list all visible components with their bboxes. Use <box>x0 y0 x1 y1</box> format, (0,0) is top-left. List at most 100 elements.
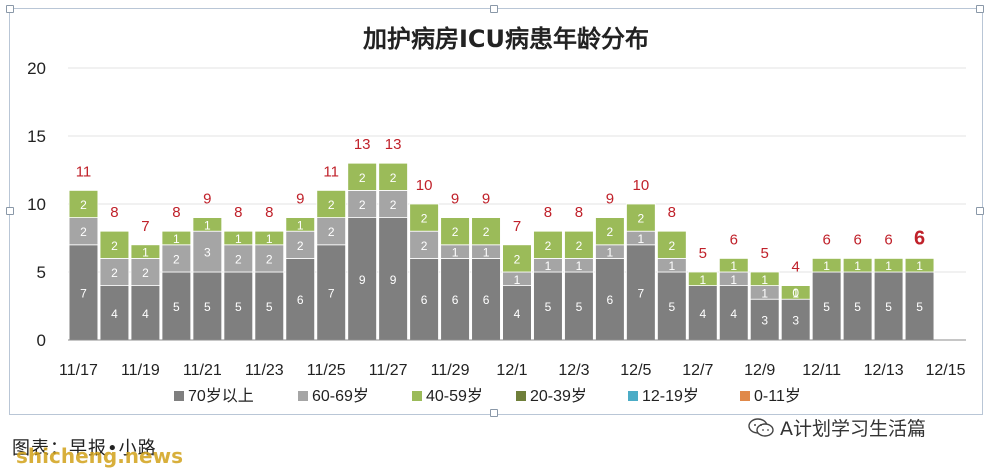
legend-label: 60-69岁 <box>312 387 369 405</box>
data-label: 1 <box>823 259 830 273</box>
resize-handle-corner-tl[interactable] <box>6 5 14 13</box>
bar-segment <box>285 217 316 232</box>
bar-segment <box>316 244 347 341</box>
total-label: 8 <box>575 204 583 221</box>
total-label: 13 <box>354 136 371 153</box>
resize-handle-left[interactable] <box>6 207 14 215</box>
resize-handle-bottom[interactable] <box>490 409 498 417</box>
data-label: 4 <box>699 307 706 321</box>
data-label: 1 <box>761 273 768 287</box>
x-tick-label: 11/29 <box>431 362 470 379</box>
data-label: 2 <box>452 225 459 239</box>
data-label: 1 <box>545 259 552 273</box>
x-tick-label: 12/13 <box>864 362 904 379</box>
resize-handle-top[interactable] <box>490 5 498 13</box>
bar-segment <box>657 230 687 259</box>
data-label: 5 <box>545 300 552 314</box>
x-tick-label: 11/23 <box>245 362 284 379</box>
total-label: 8 <box>265 204 273 221</box>
bar-segment <box>99 230 130 259</box>
bar-segment <box>657 271 687 341</box>
total-label: 6 <box>853 231 861 248</box>
total-label: 9 <box>451 191 459 208</box>
wechat-icon <box>748 417 774 438</box>
data-label: 2 <box>483 225 490 239</box>
bar-segment <box>192 217 223 232</box>
data-label: 2 <box>638 212 645 226</box>
bar-segment <box>626 203 656 232</box>
total-label: 5 <box>761 245 769 262</box>
data-label: 2 <box>421 212 428 226</box>
total-label: 5 <box>699 245 707 262</box>
bar-segment <box>718 285 749 341</box>
total-label: 9 <box>482 191 490 208</box>
data-label: 4 <box>111 307 118 321</box>
data-label: 1 <box>514 273 521 287</box>
data-label: 4 <box>730 307 737 321</box>
bar-segment <box>842 271 873 341</box>
bar-segment <box>254 230 285 246</box>
data-label: 2 <box>359 198 366 212</box>
data-label: 1 <box>699 273 706 287</box>
legend-label: 20-39岁 <box>530 387 587 405</box>
bar-segment <box>161 230 192 246</box>
bar-segment <box>811 271 842 341</box>
bar-segment <box>471 217 501 246</box>
data-label: 9 <box>359 273 366 287</box>
bar-segment <box>502 244 532 273</box>
data-label: 0 <box>792 286 799 300</box>
total-label: 8 <box>110 204 118 221</box>
bar-segment <box>842 257 873 273</box>
data-label: 6 <box>297 293 304 307</box>
bar-segment <box>873 271 904 341</box>
total-label: 11 <box>76 163 92 180</box>
data-label: 2 <box>514 252 521 266</box>
wechat-account-name: A计划学习生活篇 <box>780 418 926 440</box>
bar-segment <box>223 230 254 246</box>
legend-label: 70岁以上 <box>188 387 254 405</box>
legend-swatch <box>516 391 526 401</box>
data-label: 2 <box>80 198 87 212</box>
total-label: 7 <box>141 218 149 235</box>
data-label: 2 <box>111 266 118 280</box>
total-label: 13 <box>385 136 402 153</box>
bar-segment <box>873 257 904 273</box>
chart-title: 加护病房ICU病患年龄分布 <box>363 25 649 53</box>
total-label: 7 <box>513 218 521 235</box>
data-label: 2 <box>328 225 335 239</box>
data-label: 1 <box>297 218 304 232</box>
bar-segment <box>780 285 811 300</box>
data-label: 6 <box>421 293 428 307</box>
y-tick-label: 0 <box>37 331 46 350</box>
bar-segment <box>99 257 130 286</box>
data-label: 2 <box>607 225 614 239</box>
data-label: 1 <box>204 218 211 232</box>
bar-segment <box>254 244 285 273</box>
bar-segment <box>68 217 99 246</box>
data-label: 5 <box>823 300 830 314</box>
data-label: 2 <box>390 198 397 212</box>
bar-segment <box>502 285 532 341</box>
x-tick-label: 12/7 <box>682 362 713 379</box>
chart-frame <box>6 5 984 417</box>
x-tick-label: 11/21 <box>183 362 222 379</box>
bar-segment <box>811 257 842 273</box>
data-label: 1 <box>916 259 923 273</box>
x-tick-label: 12/3 <box>558 362 589 379</box>
resize-handle-right[interactable] <box>976 207 984 215</box>
data-label: 3 <box>792 314 799 328</box>
bar-segment <box>285 257 316 341</box>
bar-segment <box>347 162 377 191</box>
wechat-account[interactable]: A计划学习生活篇 <box>748 414 926 441</box>
data-label: 6 <box>483 293 490 307</box>
data-label: 5 <box>854 300 861 314</box>
data-label: 2 <box>297 239 304 253</box>
bar-segment <box>378 162 408 191</box>
data-label: 1 <box>885 259 892 273</box>
total-label: 4 <box>792 259 800 276</box>
bar-segment <box>68 244 99 341</box>
bar-segment <box>378 217 408 341</box>
total-label: 9 <box>203 191 211 208</box>
resize-handle-corner-tr[interactable] <box>976 5 984 13</box>
